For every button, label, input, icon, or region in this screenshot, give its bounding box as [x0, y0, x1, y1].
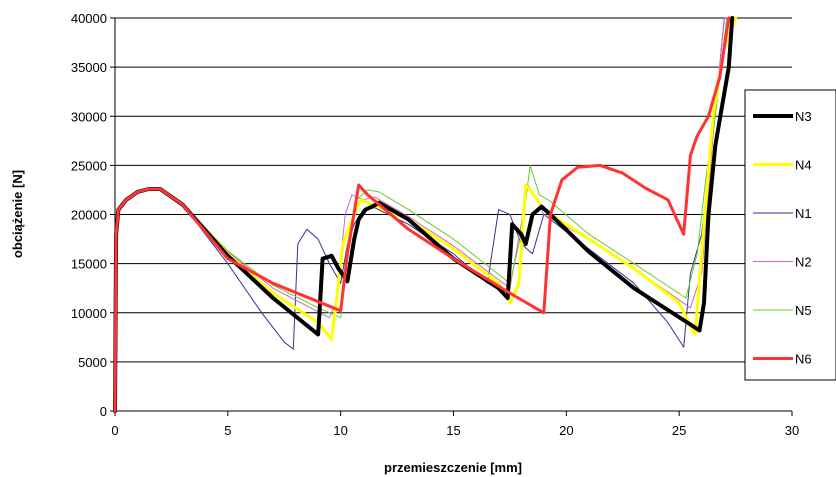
- legend-label-n1: N1: [795, 206, 812, 221]
- y-tick-label: 20000: [71, 208, 107, 223]
- y-tick-label: 15000: [71, 257, 107, 272]
- y-tick-label: 10000: [71, 306, 107, 321]
- legend-label-n6: N6: [795, 352, 812, 367]
- axes: [110, 17, 793, 416]
- x-tick-label: 10: [333, 423, 347, 438]
- x-tick-label: 25: [672, 423, 686, 438]
- x-tick-label: 5: [224, 423, 231, 438]
- series-line-n6: [113, 16, 731, 413]
- x-axis-title: przemieszczenie [mm]: [384, 460, 522, 475]
- legend: N3 N4 N1 N2 N5 N6: [744, 89, 836, 381]
- y-tick-label: 40000: [71, 11, 107, 26]
- x-tick-label: 0: [111, 423, 118, 438]
- y-axis-title: obciążenie [N]: [10, 170, 25, 258]
- y-tick-label: 25000: [71, 158, 107, 173]
- plot-area: [113, 16, 738, 413]
- legend-label-n5: N5: [795, 303, 812, 318]
- legend-box: [744, 89, 836, 381]
- x-tick-label: 15: [446, 423, 460, 438]
- legend-label-n4: N4: [795, 158, 812, 173]
- grid-lines: [115, 17, 792, 363]
- x-tick-label: 30: [785, 423, 799, 438]
- y-tick-label: 5000: [78, 355, 107, 370]
- legend-label-n2: N2: [795, 255, 812, 270]
- legend-label-n3: N3: [795, 109, 812, 124]
- y-tick-label: 30000: [71, 109, 107, 124]
- y-tick-label: 35000: [71, 60, 107, 75]
- y-tick-label: 0: [100, 404, 107, 419]
- x-tick-label: 20: [559, 423, 573, 438]
- tick-labels: 0 5000 10000 15000 20000 25000 30000 35000 40000…: [71, 11, 799, 438]
